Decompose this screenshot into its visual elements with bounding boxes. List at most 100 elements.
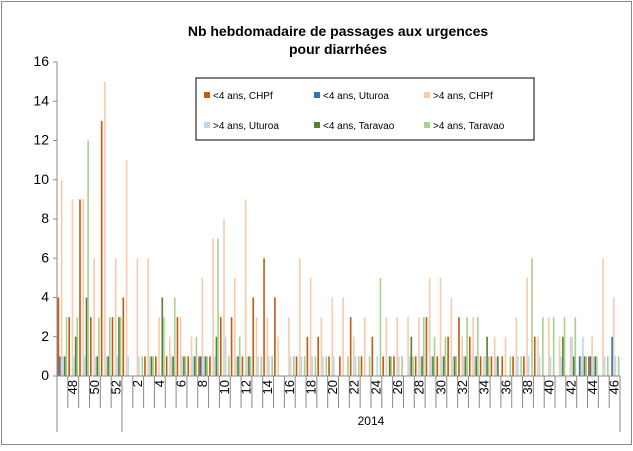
x-tick-label: 40 xyxy=(542,380,557,394)
legend-swatch xyxy=(424,122,430,128)
bar xyxy=(388,356,391,376)
bar xyxy=(461,336,464,376)
legend-label: >4 ans, CHPf xyxy=(433,91,493,102)
bar xyxy=(300,356,303,376)
bar xyxy=(523,356,525,376)
bar xyxy=(580,356,583,376)
bar xyxy=(328,356,330,376)
bar xyxy=(154,356,157,376)
bar xyxy=(93,258,95,376)
group-label: 2014 xyxy=(358,414,385,428)
x-tick-label: 6 xyxy=(174,380,189,387)
bar xyxy=(569,336,572,376)
bar xyxy=(260,356,263,376)
bar xyxy=(94,356,97,376)
bar xyxy=(537,336,539,376)
bar xyxy=(193,356,196,376)
y-tick-label: 12 xyxy=(33,132,49,148)
legend-swatch xyxy=(314,122,320,128)
bar xyxy=(206,356,209,376)
bar xyxy=(149,356,151,376)
bar xyxy=(274,297,276,376)
bar xyxy=(238,336,241,376)
bar xyxy=(349,317,352,376)
bar xyxy=(144,356,146,376)
bar xyxy=(603,356,606,376)
bar xyxy=(512,356,514,376)
bar xyxy=(414,356,417,376)
bar xyxy=(353,336,355,376)
bar xyxy=(235,356,238,376)
bar xyxy=(385,317,388,376)
bar xyxy=(617,356,620,376)
bar xyxy=(169,336,171,376)
chart-subtitle: pour diarrhées xyxy=(289,41,387,57)
x-tick-label: 30 xyxy=(433,380,448,394)
x-tick-label: 10 xyxy=(217,380,232,394)
bar xyxy=(592,356,595,376)
bar xyxy=(228,356,230,376)
bar xyxy=(542,317,544,376)
bar xyxy=(520,356,523,376)
bar xyxy=(237,356,239,376)
bar xyxy=(458,317,460,376)
x-tick-label: 46 xyxy=(607,380,622,394)
y-tick-label: 10 xyxy=(33,171,49,187)
bar xyxy=(407,317,409,376)
bar xyxy=(549,356,552,376)
bar xyxy=(331,297,334,376)
bar xyxy=(527,356,530,376)
y-tick-label: 4 xyxy=(41,289,49,305)
bar xyxy=(60,179,63,376)
bar xyxy=(79,199,81,376)
bar xyxy=(263,258,265,376)
x-tick-label: 48 xyxy=(65,380,80,394)
bar xyxy=(477,317,479,376)
bar xyxy=(183,356,185,376)
bar xyxy=(363,317,366,376)
bar xyxy=(463,356,465,376)
bar xyxy=(105,356,108,376)
x-tick-label: 18 xyxy=(303,380,318,394)
bar xyxy=(65,317,68,376)
bar xyxy=(173,297,176,376)
bar xyxy=(165,356,168,376)
bar xyxy=(464,356,467,376)
y-tick-label: 16 xyxy=(33,53,49,69)
legend-swatch xyxy=(204,92,210,98)
bar xyxy=(116,356,119,376)
x-tick-label: 28 xyxy=(412,380,427,394)
bar xyxy=(447,336,449,376)
bar xyxy=(354,356,357,376)
bar xyxy=(57,297,60,376)
bar xyxy=(322,356,324,376)
bar xyxy=(203,356,205,376)
bar xyxy=(614,356,617,376)
bar xyxy=(495,356,498,376)
bar xyxy=(152,356,154,376)
bar xyxy=(303,356,306,376)
bar xyxy=(309,277,312,376)
bar xyxy=(425,317,428,376)
bar xyxy=(339,356,341,376)
x-tick-label: 52 xyxy=(109,380,124,394)
bar xyxy=(483,356,485,376)
bar xyxy=(209,356,211,376)
bar xyxy=(422,317,425,376)
bar xyxy=(486,336,488,376)
x-tick-label: 12 xyxy=(238,380,253,394)
bar xyxy=(479,356,482,376)
bar xyxy=(298,258,301,376)
bar xyxy=(108,317,111,376)
bar xyxy=(401,356,403,376)
bar xyxy=(246,356,249,376)
bar xyxy=(490,356,493,376)
bar xyxy=(266,317,269,376)
bar xyxy=(578,356,581,376)
bar xyxy=(161,297,164,376)
bar xyxy=(184,356,187,376)
legend-box xyxy=(195,77,535,141)
bar xyxy=(181,356,184,376)
bar xyxy=(583,356,586,376)
